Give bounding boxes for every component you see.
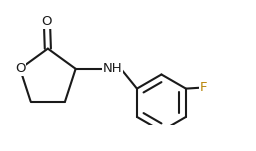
- Text: NH: NH: [103, 62, 122, 75]
- Text: O: O: [15, 62, 25, 75]
- Text: F: F: [200, 81, 208, 94]
- Text: O: O: [42, 15, 52, 28]
